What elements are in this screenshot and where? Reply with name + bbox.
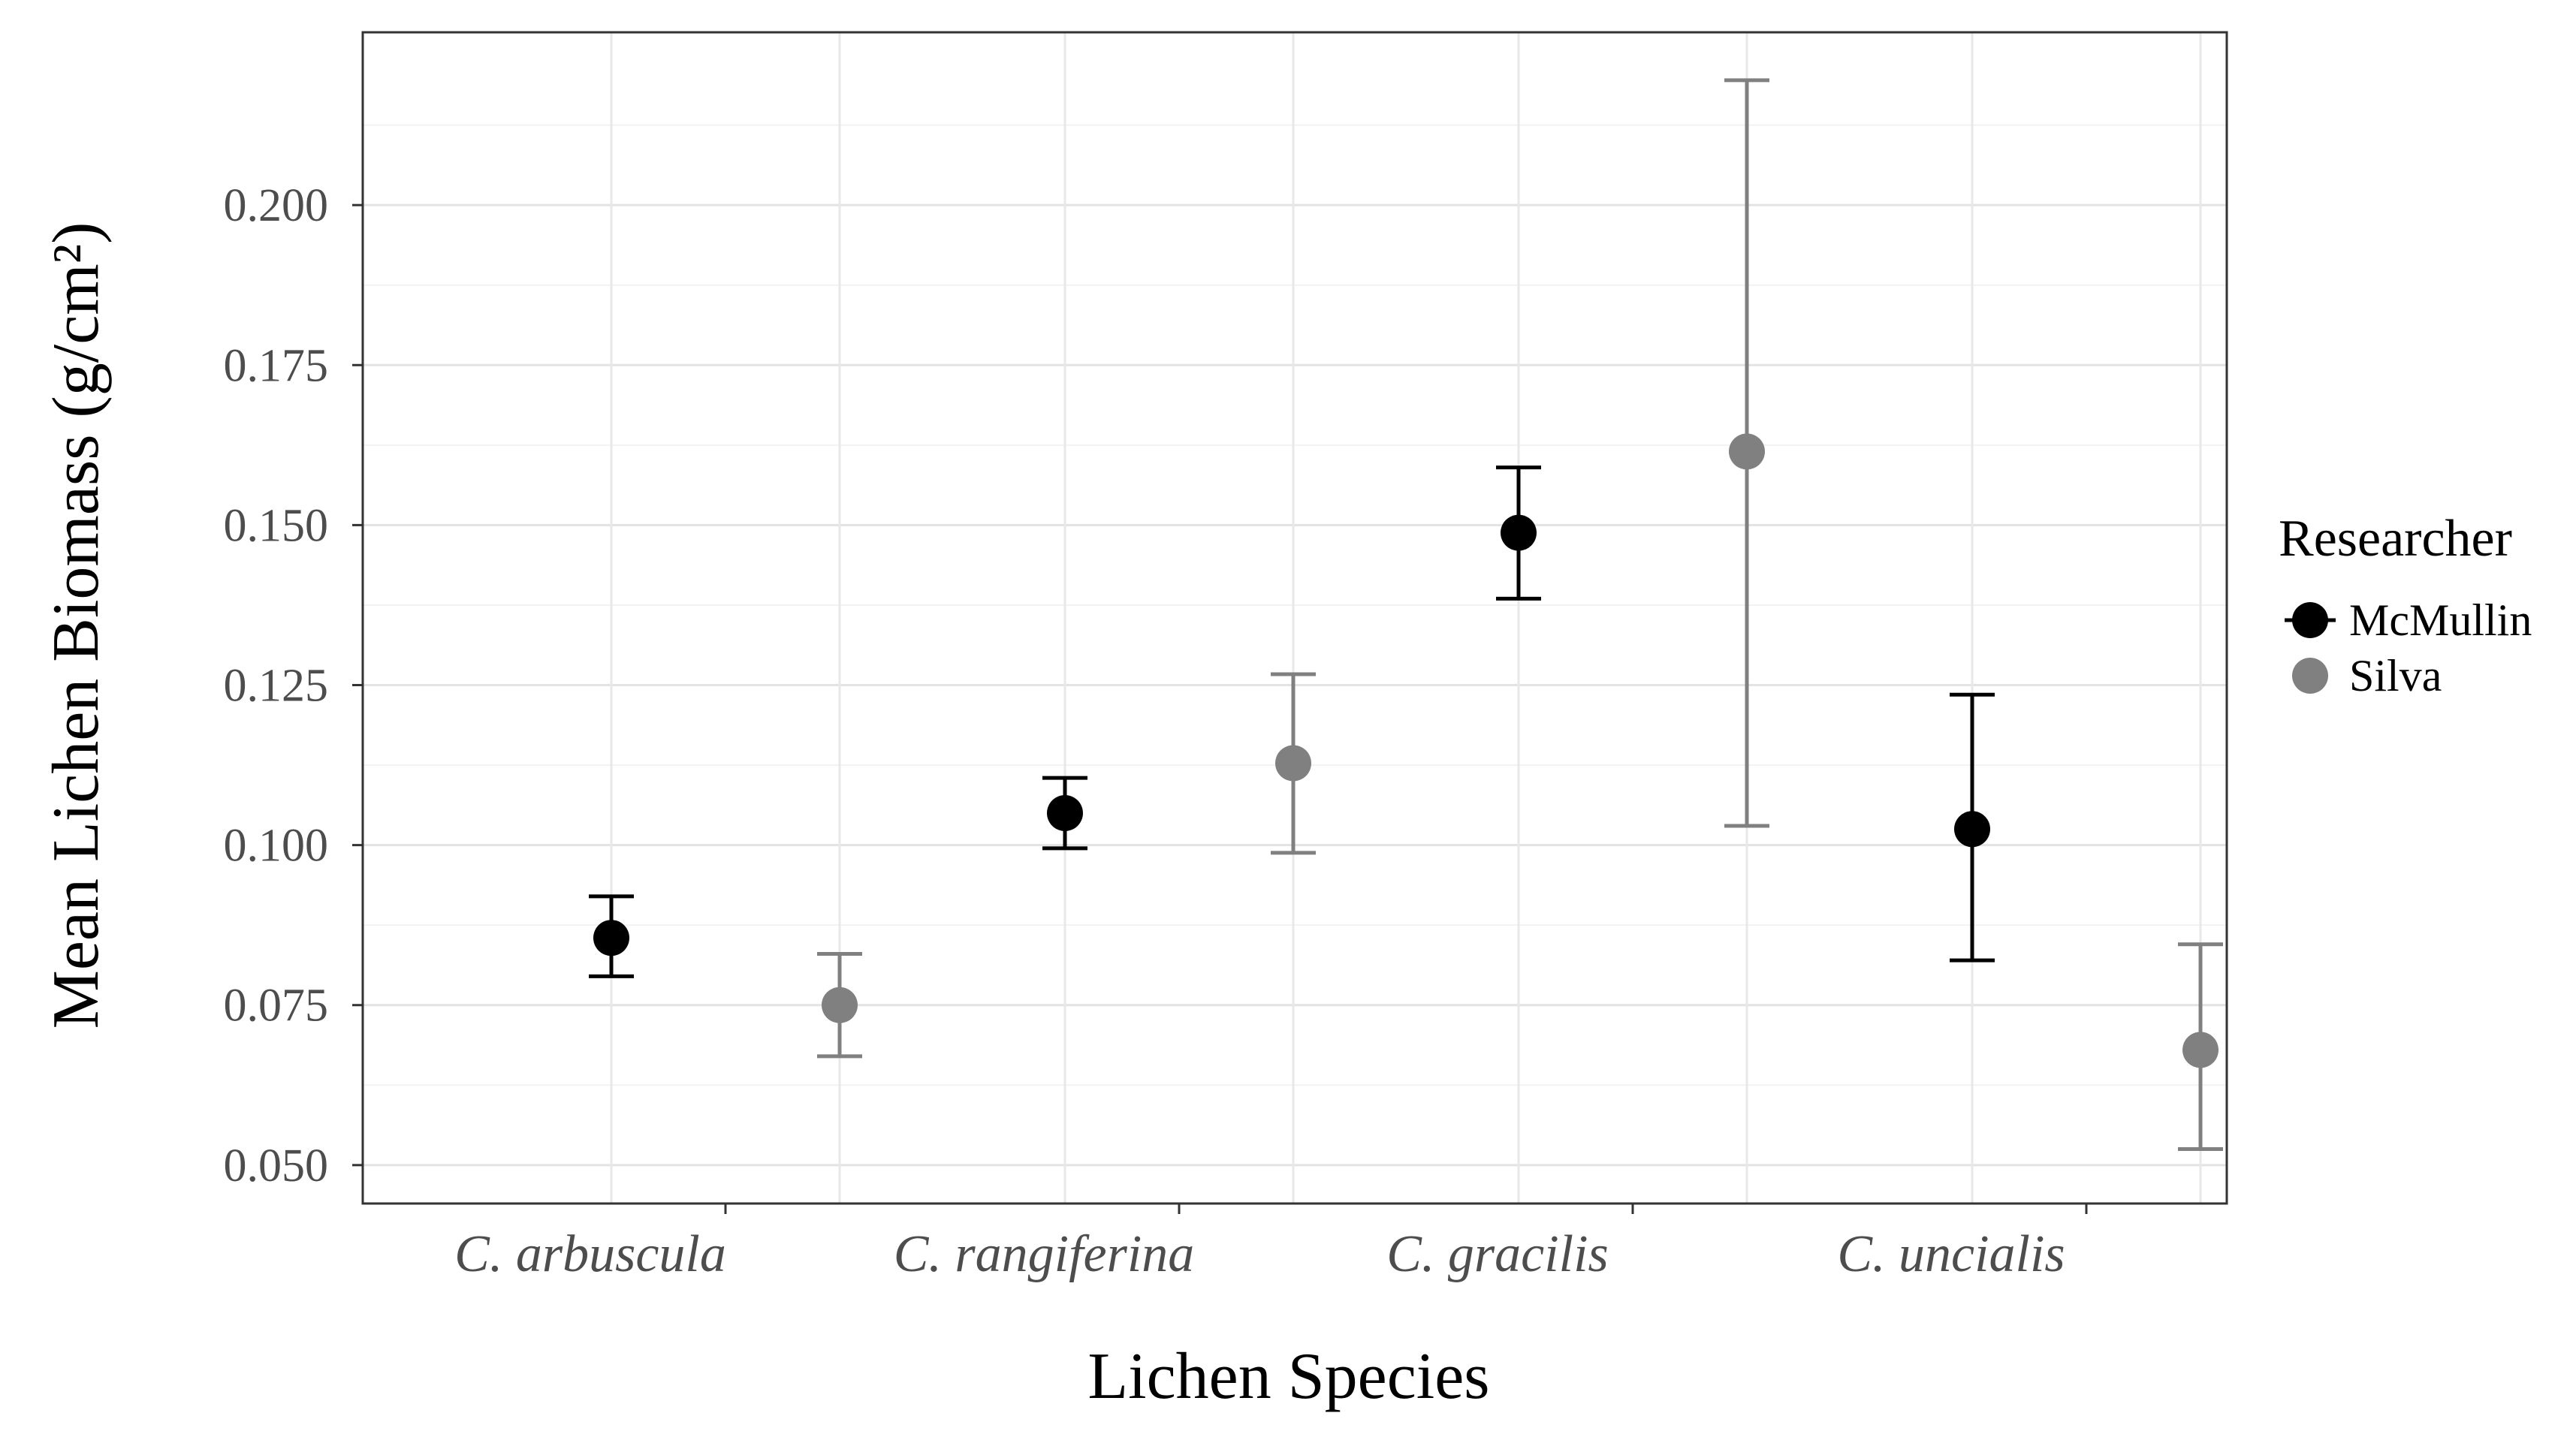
x-tick-label: C. arbuscula	[454, 1225, 726, 1283]
legend-key-point	[2292, 658, 2328, 694]
data-point-silva	[1275, 745, 1311, 782]
data-point-mcmullin	[1501, 514, 1537, 551]
x-axis-title: Lichen Species	[1087, 1340, 1489, 1413]
y-axis-title: Mean Lichen Biomass (g/cm²)	[40, 222, 113, 1029]
y-tick-label: 0.100	[224, 821, 329, 872]
y-tick-label: 0.200	[224, 180, 329, 231]
y-tick-label: 0.050	[224, 1140, 329, 1191]
legend: Researcher McMullin Silva	[2279, 510, 2532, 700]
x-tick-label: C. rangiferina	[894, 1225, 1195, 1283]
legend-item-silva: Silva	[2292, 651, 2442, 700]
data-point-mcmullin	[1954, 811, 1990, 848]
y-tick-label: 0.150	[224, 500, 329, 551]
data-point-mcmullin	[1047, 795, 1083, 831]
data-point-silva	[822, 987, 858, 1023]
legend-item-mcmullin: McMullin	[2285, 595, 2532, 645]
data-marks	[589, 78, 2223, 1152]
y-tick-label: 0.175	[224, 340, 329, 391]
legend-title: Researcher	[2279, 510, 2512, 568]
legend-label: McMullin	[2349, 595, 2532, 645]
gridlines	[363, 32, 2227, 1204]
data-point-silva	[2182, 1032, 2219, 1068]
legend-key-point	[2292, 602, 2328, 638]
legend-label: Silva	[2349, 651, 2442, 700]
plot-panel	[361, 31, 2228, 1205]
y-tick-label: 0.125	[224, 661, 329, 712]
data-point-silva	[1729, 433, 1765, 470]
data-point-mcmullin	[593, 920, 629, 956]
x-tick-label: C. uncialis	[1837, 1225, 2065, 1283]
tick-labels: 0.050 0.075 0.100 0.125 0.150 0.175 0.200 C. ar…	[224, 180, 2088, 1283]
y-tick-label: 0.075	[224, 981, 329, 1032]
x-tick-label: C. gracilis	[1386, 1225, 1609, 1283]
